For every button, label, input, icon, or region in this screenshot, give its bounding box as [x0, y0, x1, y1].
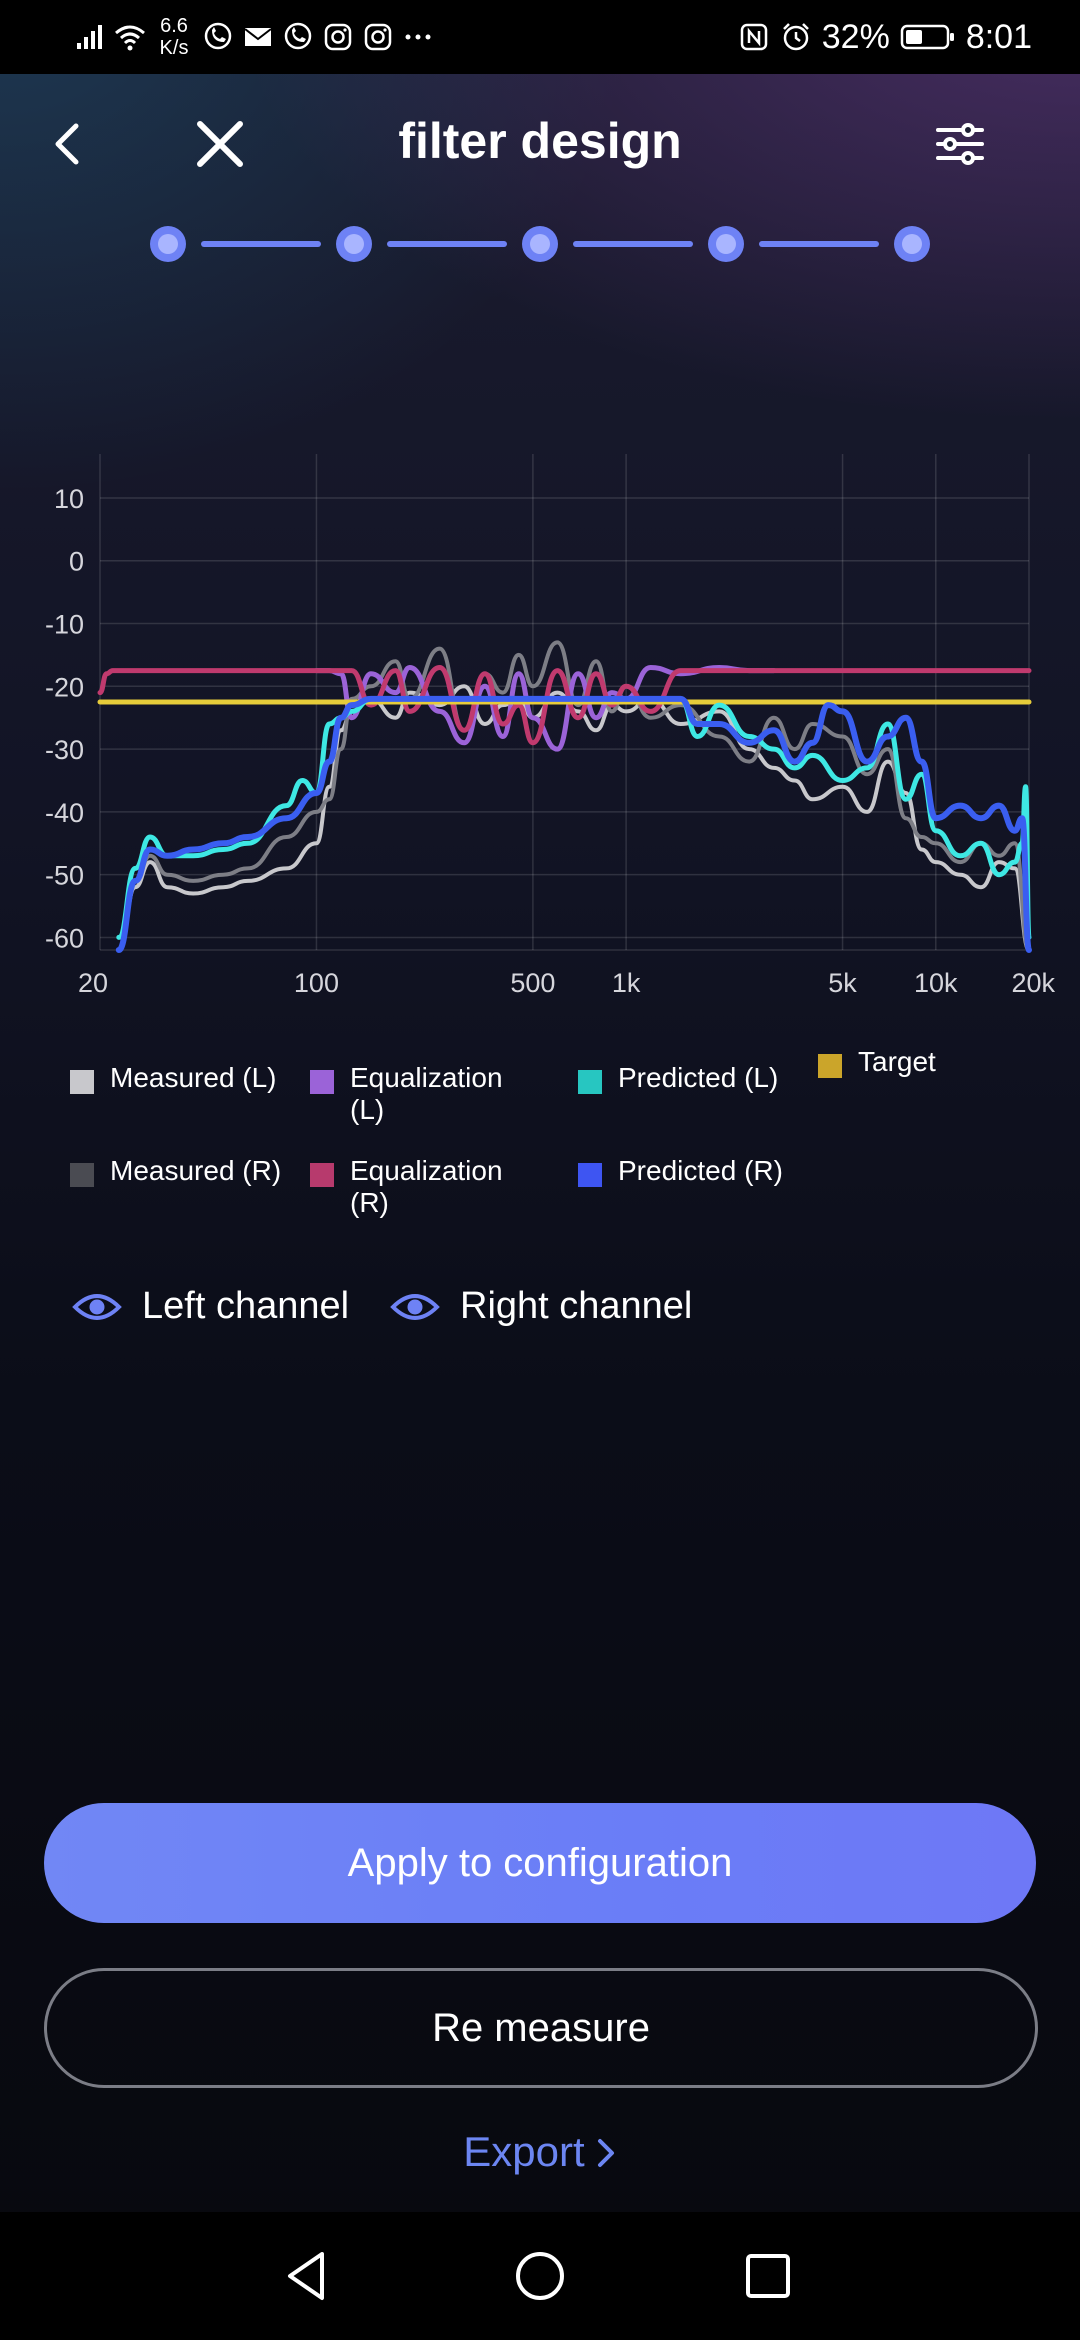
series-line-predicted-r: [115, 695, 1032, 953]
back-triangle-icon: [288, 2252, 324, 2300]
y-tick-label: -50: [45, 861, 84, 891]
legend-swatch: [70, 1163, 94, 1187]
settings-button[interactable]: [928, 112, 992, 176]
y-tick-label: -60: [45, 923, 84, 953]
legend-swatch: [818, 1054, 842, 1078]
series-line-measured-r: [116, 640, 1031, 952]
series-line-equalization-r: [97, 665, 1032, 746]
sliders-icon: [936, 123, 984, 165]
network-speed: 6.6 K/s: [154, 15, 194, 59]
x-tick-label: 20k: [1011, 968, 1055, 998]
viber-icon: [202, 21, 234, 53]
eye-icon: [72, 1293, 122, 1320]
legend-label: Predicted (L): [618, 1062, 779, 1093]
network-speed-value: 6.6: [160, 15, 188, 37]
y-tick-label: 10: [54, 484, 84, 514]
status-right: 32% 8:01: [738, 12, 1032, 62]
y-tick-label: -20: [45, 672, 84, 702]
legend-swatch: [578, 1070, 602, 1094]
legend-item-measured-l: Measured (L): [70, 1050, 277, 1094]
close-icon: [197, 121, 243, 167]
home-circle-icon: [516, 2252, 564, 2300]
legend-item-measured-r: Measured (R): [70, 1143, 281, 1187]
x-tick-label: 5k: [828, 968, 857, 998]
battery-percent: 32%: [821, 17, 890, 56]
back-button[interactable]: [38, 110, 98, 178]
right-channel-toggle[interactable]: Right channel: [390, 1285, 692, 1328]
close-button[interactable]: [186, 110, 254, 178]
legend-label: Measured (R): [110, 1155, 282, 1186]
export-link[interactable]: Export: [0, 2128, 1080, 2176]
nfc-icon: [738, 21, 770, 53]
y-tick-label: -10: [45, 610, 84, 640]
stepper-dot: [150, 226, 186, 262]
legend-item-predicted-r: Predicted (R): [578, 1143, 783, 1187]
export-label: Export: [463, 2128, 585, 2175]
legend-item-equalization-l: Equalization (L): [310, 1050, 503, 1126]
mail-icon: [242, 21, 274, 53]
more-icon: [402, 21, 434, 53]
legend-swatch: [310, 1163, 334, 1187]
right-channel-label: Right channel: [460, 1285, 693, 1327]
y-tick-label: 0: [69, 547, 84, 577]
progress-stepper: [150, 224, 930, 264]
page-title: filter design: [398, 113, 682, 169]
nav-back-button[interactable]: [276, 2244, 340, 2308]
series-line-equalization-l: [313, 665, 777, 752]
stepper-dot: [894, 226, 930, 262]
x-tick-label: 500: [510, 968, 555, 998]
legend-swatch: [70, 1070, 94, 1094]
legend-label: Equalization (R): [350, 1155, 503, 1218]
legend-label: Equalization (L): [350, 1062, 503, 1125]
stepper-dot: [708, 226, 744, 262]
network-speed-unit: K/s: [159, 37, 189, 59]
stepper-dot: [336, 226, 372, 262]
left-channel-toggle[interactable]: Left channel: [72, 1285, 349, 1328]
instagram-icon: [322, 21, 354, 53]
alarm-icon: [780, 21, 812, 53]
recents-square-icon: [746, 2254, 790, 2298]
clock: 8:01: [965, 17, 1032, 56]
x-tick-label: 10k: [914, 968, 958, 998]
wifi-icon: [114, 21, 146, 53]
x-tick-label: 100: [294, 968, 339, 998]
system-nav-bar: [0, 2212, 1080, 2340]
legend-label: Measured (L): [110, 1062, 277, 1093]
nav-home-button[interactable]: [508, 2244, 572, 2308]
stepper-dot: [522, 226, 558, 262]
legend-item-equalization-r: Equalization (R): [310, 1143, 503, 1219]
legend-swatch: [310, 1070, 334, 1094]
chevron-right-icon: [597, 2139, 614, 2167]
nav-recents-button[interactable]: [736, 2244, 800, 2308]
y-tick-label: -40: [45, 798, 84, 828]
apply-to-configuration-button[interactable]: Apply to configuration: [44, 1803, 1036, 1923]
status-left: 6.6 K/s: [74, 12, 434, 62]
legend-label: Target: [858, 1046, 936, 1077]
legend-item-predicted-l: Predicted (L): [578, 1050, 778, 1094]
left-channel-label: Left channel: [142, 1285, 350, 1327]
legend-label: Predicted (R): [618, 1155, 783, 1186]
y-tick-label: -30: [45, 735, 84, 765]
x-tick-label: 20: [78, 968, 108, 998]
legend-swatch: [578, 1163, 602, 1187]
legend-item-target: Target: [818, 1034, 936, 1078]
eye-icon: [390, 1293, 440, 1320]
chevron-left-icon: [55, 123, 79, 165]
x-tick-label: 1k: [612, 968, 641, 998]
status-bar: 6.6 K/s 32% 8:01: [0, 0, 1080, 74]
viber-icon: [282, 21, 314, 53]
instagram-icon: [362, 21, 394, 53]
re-measure-button[interactable]: Re measure: [44, 1968, 1038, 2088]
frequency-response-chart: 10 0 -10 -20 -30 -40 -50 -60 20 100 500 1k 5k 10k 20k: [0, 430, 1080, 1020]
battery-icon: [900, 21, 956, 53]
signal-icon: [74, 21, 106, 53]
